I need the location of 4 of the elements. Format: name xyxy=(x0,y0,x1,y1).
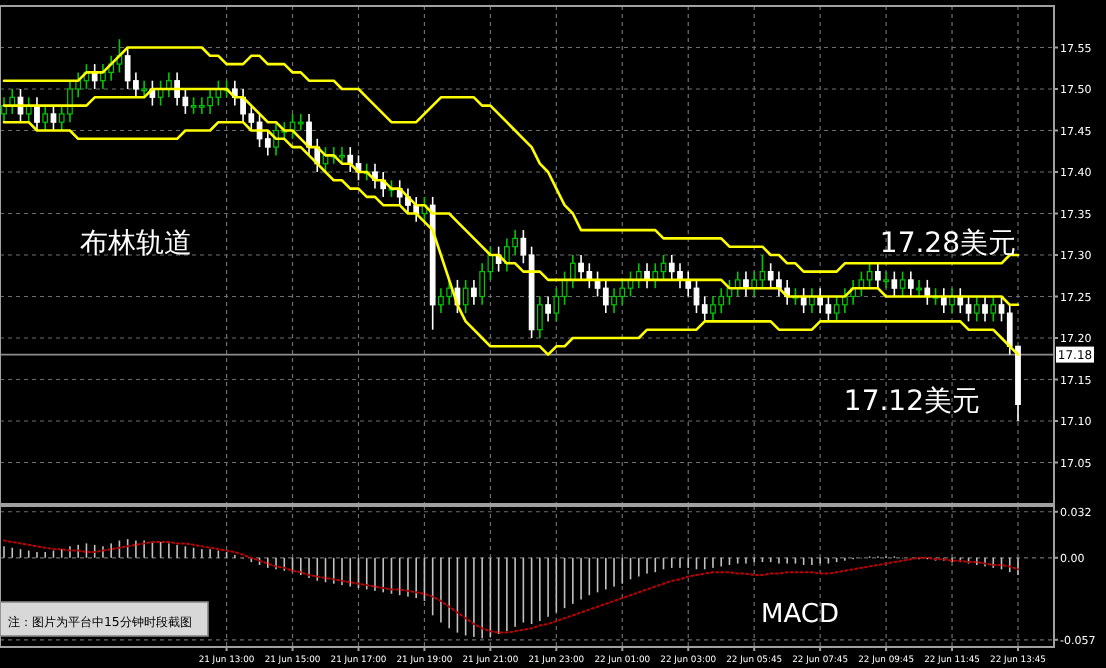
annotation: 布林轨道 xyxy=(80,228,192,260)
annotation: 17.12美元 xyxy=(843,386,980,418)
annotation: 17.28美元 xyxy=(879,228,1016,260)
annotation: MACD xyxy=(761,600,839,630)
